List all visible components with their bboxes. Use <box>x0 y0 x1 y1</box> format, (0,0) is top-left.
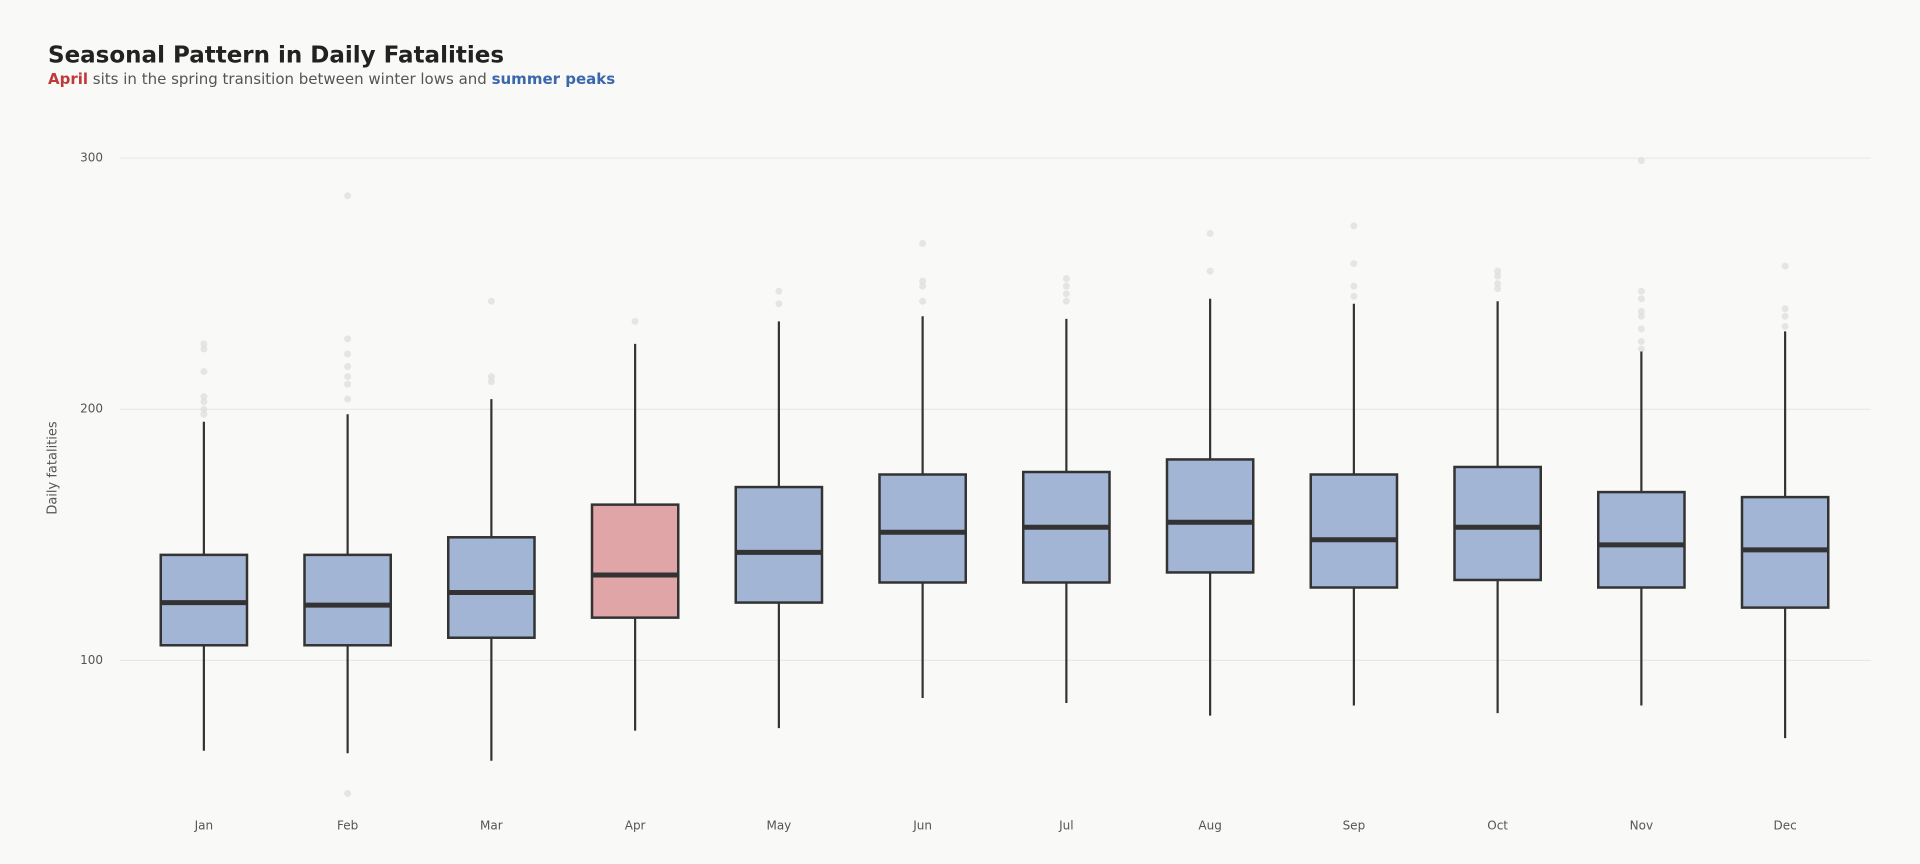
y-tick-label: 100 <box>80 653 103 667</box>
outlier <box>1062 290 1070 298</box>
x-tick-label: Jul <box>1058 819 1073 833</box>
outlier <box>919 282 927 290</box>
outlier <box>775 287 783 295</box>
outlier <box>1206 229 1214 237</box>
box <box>590 503 680 619</box>
outlier <box>344 395 352 403</box>
chart-title: Seasonal Pattern in Daily Fatalities <box>48 43 504 69</box>
outlier <box>487 378 495 386</box>
outlier <box>1637 307 1645 315</box>
outlier <box>1494 267 1502 275</box>
y-axis-label: Daily fatalities <box>46 421 61 515</box>
x-tick-label: Sep <box>1343 819 1366 833</box>
outlier <box>1350 292 1358 300</box>
x-tick-label: Oct <box>1487 819 1508 833</box>
outlier <box>1350 222 1358 230</box>
outlier <box>487 373 495 381</box>
x-tick-label: Feb <box>337 819 358 833</box>
outlier <box>200 405 208 413</box>
subtitle-part: summer peaks <box>492 70 616 88</box>
outlier <box>1781 305 1789 313</box>
outlier <box>1781 322 1789 330</box>
x-tick-label: May <box>766 819 791 833</box>
outlier <box>775 300 783 308</box>
outlier <box>1494 272 1502 280</box>
outlier <box>344 350 352 358</box>
outlier <box>344 335 352 343</box>
subtitle-part: sits in the spring transition between wi… <box>88 70 492 88</box>
y-tick-label: 200 <box>80 402 103 416</box>
chart-subtitle: April sits in the spring transition betw… <box>48 70 615 88</box>
x-tick-label: Mar <box>480 819 503 833</box>
box <box>159 553 249 647</box>
outlier <box>1062 282 1070 290</box>
box <box>447 536 536 639</box>
outlier <box>200 393 208 401</box>
outlier <box>344 363 352 371</box>
box <box>734 485 824 604</box>
outlier <box>1206 267 1214 275</box>
outlier <box>200 410 208 418</box>
outlier <box>1350 282 1358 290</box>
outlier <box>631 317 639 325</box>
box <box>1453 465 1542 582</box>
outlier <box>1494 285 1502 293</box>
subtitle-part: April <box>48 70 88 88</box>
x-tick-label: Apr <box>625 819 646 833</box>
outlier <box>919 277 927 285</box>
outlier <box>1637 345 1645 353</box>
outlier <box>1062 297 1070 305</box>
outlier <box>1781 262 1789 270</box>
box <box>878 473 967 584</box>
outlier <box>200 340 208 348</box>
box <box>1309 473 1399 589</box>
x-tick-label: Aug <box>1198 819 1221 833</box>
outlier <box>1494 280 1502 288</box>
outlier <box>919 239 927 247</box>
outlier <box>344 380 352 388</box>
outlier <box>1350 260 1358 268</box>
x-tick-label: Dec <box>1774 819 1797 833</box>
y-tick-label: 300 <box>80 151 103 165</box>
outlier <box>1781 312 1789 320</box>
box <box>1740 495 1830 609</box>
outlier <box>1062 275 1070 283</box>
outlier <box>344 373 352 381</box>
outlier <box>1637 157 1645 165</box>
x-tick-label: Nov <box>1630 819 1653 833</box>
outlier <box>344 192 352 200</box>
outlier <box>1637 312 1645 320</box>
outlier <box>200 398 208 406</box>
outlier <box>1637 337 1645 345</box>
outlier <box>200 368 208 376</box>
outlier <box>1637 325 1645 333</box>
outlier <box>1637 287 1645 295</box>
x-tick-label: Jan <box>194 819 214 833</box>
box <box>1597 490 1686 589</box>
outlier <box>919 297 927 305</box>
outlier <box>487 297 495 305</box>
x-tick-label: Jun <box>912 819 932 833</box>
box <box>1165 458 1255 574</box>
outlier <box>200 345 208 353</box>
outlier <box>1637 295 1645 303</box>
box <box>303 553 392 647</box>
outlier <box>344 789 352 797</box>
